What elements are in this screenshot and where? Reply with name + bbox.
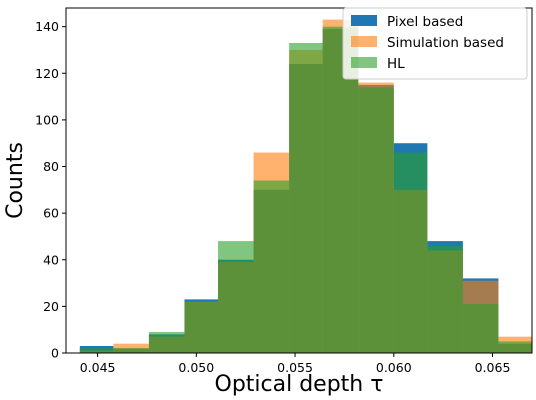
y-tick-label: 140: [35, 19, 59, 34]
plot-frame: [65, 7, 533, 354]
x-tick-label: 0.045: [80, 360, 116, 375]
x-tick-label: 0.065: [475, 360, 511, 375]
bar-series3-bin10: [358, 87, 394, 353]
bar-series3-bin12: [427, 245, 463, 353]
x-tick-label: 0.060: [376, 360, 412, 375]
x-axis-label: Optical depth τ: [215, 372, 384, 397]
series-3: [79, 26, 532, 353]
legend-label: Pixel based: [387, 14, 463, 30]
y-axis-label: Counts: [3, 142, 28, 219]
bar-series3-bin6: [218, 241, 254, 353]
bar-series3-bin14: [498, 341, 532, 353]
bar-series3-bin13: [462, 304, 499, 353]
bar-series3-bin3: [113, 348, 149, 353]
bar-series3-bin5: [184, 301, 219, 353]
legend-box: [342, 7, 528, 80]
histogram-bars: [79, 19, 532, 353]
legend: Pixel based Simulation based HL: [342, 7, 528, 80]
x-tick-label: 0.050: [178, 360, 214, 375]
y-tick-label: 60: [43, 206, 59, 221]
bar-series3-bin4: [148, 332, 185, 353]
x-tick-label: 0.055: [277, 360, 313, 375]
bar-series3-bin9: [322, 26, 359, 353]
bar-series3-bin2: [79, 348, 114, 353]
bar-series3-bin8: [289, 42, 323, 353]
bar-series3-bin11: [393, 152, 428, 353]
x-axis-ticks: 0.045 0.050 0.055 0.060 0.065: [80, 353, 511, 375]
legend-swatch: [351, 36, 377, 47]
y-tick-label: 120: [35, 66, 59, 81]
legend-swatch: [351, 57, 377, 68]
y-axis-ticks: 0 20 40 60 80 100 120 140: [35, 19, 66, 361]
legend-label: HL: [387, 56, 405, 72]
y-tick-label: 40: [43, 252, 59, 267]
y-tick-label: 0: [51, 346, 59, 361]
y-tick-label: 20: [43, 299, 59, 314]
y-tick-label: 100: [35, 112, 59, 127]
legend-label: Simulation based: [387, 35, 504, 51]
legend-swatch: [351, 15, 377, 26]
bar-series3-bin7: [253, 180, 290, 353]
y-tick-label: 80: [43, 159, 59, 174]
